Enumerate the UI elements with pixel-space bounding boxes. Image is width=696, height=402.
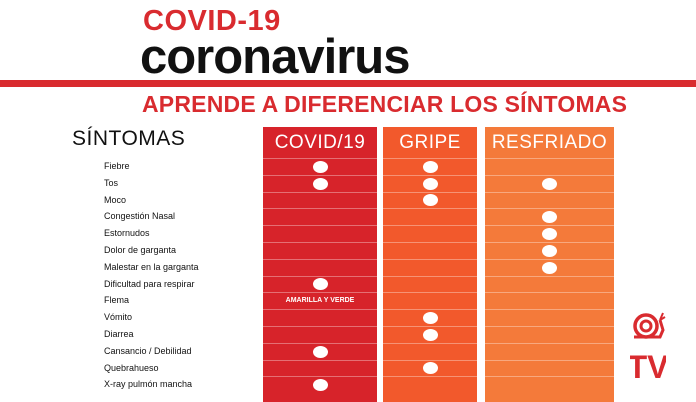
symptom-label: Tos — [104, 177, 119, 188]
tv-logo: TV — [630, 312, 666, 385]
symptom-label: Malestar en la garganta — [104, 261, 199, 272]
cell-gripe — [383, 359, 477, 377]
cell-resf — [485, 225, 614, 242]
cell-gripe — [383, 292, 477, 309]
cell-resf — [485, 376, 614, 393]
cell-covid — [263, 309, 377, 326]
cell-gripe — [383, 174, 477, 192]
symptom-dot-icon — [422, 328, 438, 341]
cell-covid — [263, 174, 377, 192]
cell-gripe — [383, 275, 477, 293]
symptom-label: Flema — [104, 295, 130, 306]
cell-gripe — [383, 309, 477, 326]
symptom-label: Congestión Nasal — [104, 211, 176, 222]
symptom-dot-icon — [542, 261, 557, 274]
cell-covid — [263, 275, 377, 293]
cell-resf — [485, 241, 614, 259]
cell-resf — [485, 359, 614, 377]
symptom-list: Fiebre Tos Moco Congestión Nasal Estornudos D… — [104, 158, 199, 393]
snail-logo-icon — [633, 312, 666, 339]
cell-covid — [263, 342, 377, 360]
column-covid: COVID/19 AMARILLA Y VERDE — [263, 127, 377, 402]
cell-covid — [263, 359, 377, 377]
cell-gripe — [383, 158, 477, 175]
symptom-dot-icon — [542, 244, 557, 257]
symptom-label: Cansancio / Debilidad — [104, 345, 192, 356]
column-resfriado: RESFRIADO — [485, 127, 614, 402]
cell-resf — [485, 174, 614, 192]
symptom-dot-icon — [542, 177, 557, 190]
cell-covid — [263, 208, 377, 225]
symptom-dot-icon — [312, 379, 328, 392]
cell-covid: AMARILLA Y VERDE — [263, 292, 377, 309]
symptom-dot-icon — [422, 312, 438, 325]
logo-text: TV — [630, 349, 666, 385]
symptom-dot-icon — [312, 345, 328, 358]
header-divider — [0, 80, 696, 87]
cell-gripe — [383, 208, 477, 225]
symptom-dot-icon — [422, 194, 438, 207]
cell-resf — [485, 191, 614, 209]
cell-gripe — [383, 241, 477, 259]
cell-gripe — [383, 376, 477, 393]
cell-covid — [263, 376, 377, 393]
cell-resf — [485, 292, 614, 309]
cell-resf — [485, 275, 614, 293]
symptom-label: Fiebre — [104, 161, 130, 171]
symptom-label: X-ray pulmón mancha — [104, 379, 193, 390]
column-header-resfriado: RESFRIADO — [491, 132, 608, 153]
cell-resf — [485, 208, 614, 225]
cell-gripe — [383, 325, 477, 343]
symptom-dot-icon — [542, 228, 557, 241]
symptom-dot-icon — [422, 362, 438, 375]
symptom-dot-icon — [312, 278, 328, 291]
symptom-label: Moco — [104, 194, 127, 205]
column-header-covid: COVID/19 — [274, 132, 366, 153]
cell-resf — [485, 258, 614, 276]
cell-covid — [263, 325, 377, 343]
cell-note: AMARILLA Y VERDE — [285, 297, 355, 305]
cell-resf — [485, 342, 614, 360]
cell-resf — [485, 309, 614, 326]
cell-gripe — [383, 225, 477, 242]
cell-gripe — [383, 191, 477, 209]
cell-resf — [485, 325, 614, 343]
cell-resf — [485, 158, 614, 175]
column-gripe: GRIPE — [383, 127, 477, 402]
cell-covid — [263, 158, 377, 175]
symptom-label: Dificultad para respirar — [104, 278, 195, 289]
title-covid19: COVID-19 — [143, 5, 281, 37]
symptom-dot-icon — [312, 177, 328, 190]
symptom-label: Diarrea — [104, 328, 134, 339]
cell-gripe — [383, 342, 477, 360]
cell-gripe — [383, 258, 477, 276]
symptom-dot-icon — [422, 177, 438, 190]
cell-covid — [263, 191, 377, 209]
symptom-dot-icon — [422, 160, 438, 173]
cell-covid — [263, 241, 377, 259]
cell-covid — [263, 225, 377, 242]
cell-covid — [263, 258, 377, 276]
column-header-gripe: GRIPE — [399, 132, 461, 153]
symptom-label: Dolor de garganta — [104, 244, 177, 255]
symptoms-header: SÍNTOMAS — [72, 127, 186, 150]
symptom-dot-icon — [312, 160, 328, 173]
symptom-label: Vómito — [104, 312, 133, 323]
symptom-dot-icon — [542, 211, 557, 224]
title-coronavirus: coronavirus — [140, 30, 410, 84]
subtitle: APRENDE A DIFERENCIAR LOS SÍNTOMAS — [142, 91, 628, 117]
symptom-label: Quebrahueso — [104, 362, 159, 373]
symptom-label: Estornudos — [104, 228, 150, 239]
